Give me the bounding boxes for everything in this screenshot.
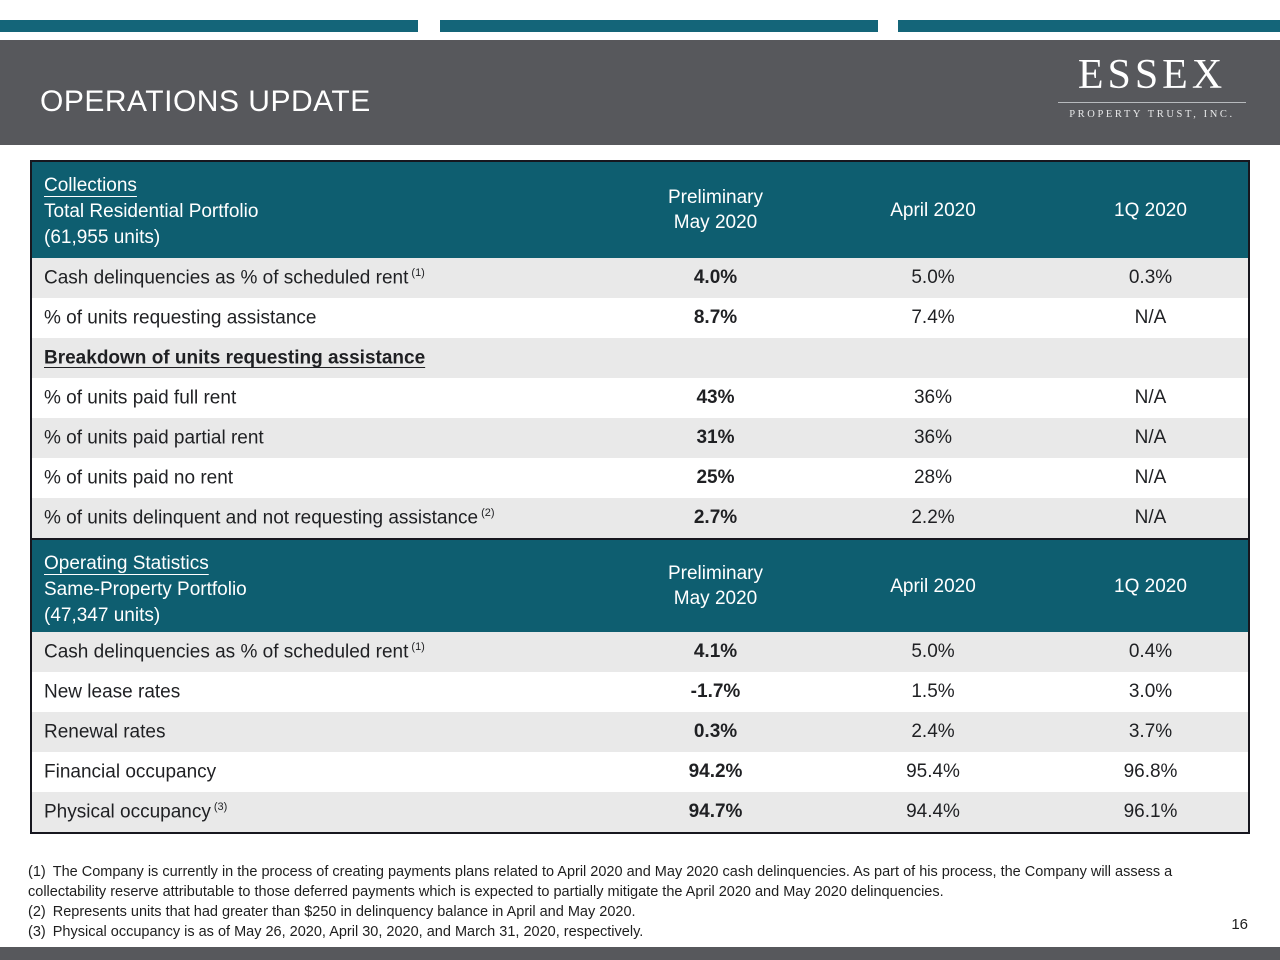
- row-label: New lease rates: [44, 681, 181, 703]
- collections-title-block: Collections Total Residential Portfolio …: [32, 162, 618, 258]
- table-row: Cash delinquencies as % of scheduled ren…: [32, 632, 1248, 672]
- value-1q: N/A: [1134, 427, 1167, 448]
- table-row: % of units delinquent and not requesting…: [32, 498, 1248, 538]
- value-may: 4.0%: [693, 267, 738, 288]
- column-header-may: Preliminary May 2020: [667, 187, 764, 233]
- column-header-april: April 2020: [890, 575, 976, 597]
- section-units: (47,347 units): [44, 605, 161, 626]
- essex-logo: ESSEX PROPERTY TRUST, INC.: [1054, 52, 1250, 120]
- column-header-may: Preliminary May 2020: [667, 563, 764, 609]
- top-accent-bar-center: [440, 20, 878, 32]
- section-subtitle: Same-Property Portfolio: [44, 579, 247, 600]
- row-label: % of units requesting assistance: [44, 307, 317, 329]
- value-1q: 3.7%: [1128, 721, 1173, 742]
- value-may: 4.1%: [693, 641, 738, 662]
- row-label: Cash delinquencies as % of scheduled ren…: [44, 640, 425, 663]
- row-label: Renewal rates: [44, 721, 166, 743]
- value-may: 0.3%: [693, 721, 738, 742]
- row-label: Cash delinquencies as % of scheduled ren…: [44, 266, 425, 289]
- value-april: 2.4%: [911, 721, 955, 742]
- section-units: (61,955 units): [44, 227, 161, 248]
- row-label: % of units delinquent and not requesting…: [44, 506, 495, 529]
- table-row: Renewal rates 0.3% 2.4% 3.7%: [32, 712, 1248, 752]
- row-label: Physical occupancy (3): [44, 800, 228, 823]
- value-may: 2.7%: [693, 507, 738, 528]
- footnote-ref: (1): [411, 640, 425, 653]
- page-number: 16: [1231, 916, 1248, 933]
- table-row: % of units requesting assistance 8.7% 7.…: [32, 298, 1248, 338]
- table-row: Physical occupancy (3) 94.7% 94.4% 96.1%: [32, 792, 1248, 832]
- value-april: 36%: [913, 387, 953, 408]
- footnote-ref: (1): [411, 266, 425, 279]
- column-header-1q: 1Q 2020: [1114, 199, 1187, 221]
- value-may: 8.7%: [693, 307, 738, 328]
- section-title: Collections: [44, 175, 137, 196]
- brand-subtitle: PROPERTY TRUST, INC.: [1069, 109, 1235, 121]
- value-1q: 0.3%: [1128, 267, 1173, 288]
- row-label: % of units paid full rent: [44, 387, 237, 409]
- logo-divider: [1058, 102, 1246, 104]
- value-may: 43%: [696, 387, 735, 408]
- value-april: 7.4%: [911, 307, 955, 328]
- value-april: 36%: [913, 427, 953, 448]
- value-may: 31%: [696, 427, 735, 448]
- table-subsection-row: Breakdown of units requesting assistance: [32, 338, 1248, 378]
- value-1q: N/A: [1134, 387, 1167, 408]
- table-row: % of units paid no rent 25% 28% N/A: [32, 458, 1248, 498]
- value-may: 94.7%: [688, 801, 743, 822]
- operations-tables: Collections Total Residential Portfolio …: [30, 160, 1250, 834]
- collections-table-header: Collections Total Residential Portfolio …: [32, 162, 1248, 258]
- value-1q: 3.0%: [1128, 681, 1173, 702]
- table-row: % of units paid partial rent 31% 36% N/A: [32, 418, 1248, 458]
- row-label: % of units paid no rent: [44, 467, 234, 489]
- operating-statistics-title-block: Operating Statistics Same-Property Portf…: [32, 540, 618, 632]
- top-accent-bar-left: [0, 20, 418, 32]
- brand-name: ESSEX: [1077, 52, 1227, 98]
- footnote-ref: (2): [481, 506, 495, 519]
- row-label: Financial occupancy: [44, 761, 217, 783]
- footnotes: (1) The Company is currently in the proce…: [28, 862, 1220, 942]
- value-1q: 96.8%: [1123, 761, 1178, 782]
- value-april: 28%: [913, 467, 953, 488]
- column-header-1q: 1Q 2020: [1114, 575, 1187, 597]
- value-may: -1.7%: [690, 681, 741, 702]
- top-accent-bar-right: [898, 20, 1280, 32]
- section-subtitle: Total Residential Portfolio: [44, 201, 259, 222]
- table-row: % of units paid full rent 43% 36% N/A: [32, 378, 1248, 418]
- row-label: Breakdown of units requesting assistance: [44, 347, 426, 369]
- value-1q: N/A: [1134, 307, 1167, 328]
- value-april: 95.4%: [906, 761, 960, 782]
- value-1q: N/A: [1134, 467, 1167, 488]
- operating-statistics-table-header: Operating Statistics Same-Property Portf…: [32, 538, 1248, 632]
- bottom-accent-bar: [0, 947, 1280, 960]
- footnote-2: (2) Represents units that had greater tha…: [28, 904, 636, 920]
- table-row: Financial occupancy 94.2% 95.4% 96.8%: [32, 752, 1248, 792]
- value-1q: 96.1%: [1123, 801, 1178, 822]
- footnote-ref: (3): [213, 800, 228, 813]
- footnote-3: (3) Physical occupancy is as of May 26, 2…: [28, 924, 644, 940]
- value-may: 25%: [696, 467, 735, 488]
- value-1q: N/A: [1134, 507, 1167, 528]
- value-april: 2.2%: [911, 507, 955, 528]
- table-row: New lease rates -1.7% 1.5% 3.0%: [32, 672, 1248, 712]
- column-header-april: April 2020: [890, 199, 976, 221]
- value-april: 5.0%: [911, 267, 955, 288]
- header-band: [0, 40, 1280, 145]
- value-april: 94.4%: [906, 801, 960, 822]
- value-april: 1.5%: [911, 681, 955, 702]
- page-title: OPERATIONS UPDATE: [40, 85, 371, 118]
- section-title: Operating Statistics: [44, 553, 209, 574]
- value-april: 5.0%: [911, 641, 955, 662]
- value-may: 94.2%: [688, 761, 743, 782]
- footnote-1: (1) The Company is currently in the proce…: [28, 864, 1173, 900]
- row-label: % of units paid partial rent: [44, 427, 264, 449]
- value-1q: 0.4%: [1128, 641, 1173, 662]
- table-row: Cash delinquencies as % of scheduled ren…: [32, 258, 1248, 298]
